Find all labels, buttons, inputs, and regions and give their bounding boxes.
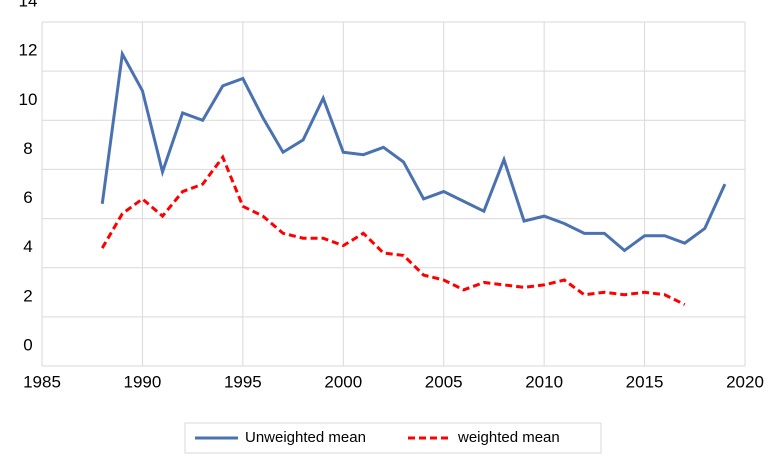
legend-label: weighted mean [457,429,560,446]
series-line [100,154,686,306]
y-tick-label: 12 [19,41,38,60]
legend-box [184,422,602,454]
x-tick-label: 1995 [224,372,262,391]
x-tick-label: 2010 [525,372,563,391]
x-tick-label: 2000 [324,372,362,391]
y-tick-label: 8 [23,139,32,158]
y-tick-label: 14 [19,0,38,10]
x-tick-label: 2020 [726,372,764,391]
x-tick-label: 1990 [124,372,162,391]
series-line [100,49,727,253]
y-tick-label: 6 [23,188,32,207]
y-tick-label: 0 [23,335,32,354]
x-tick-label: 2005 [425,372,463,391]
y-tick-label: 2 [23,286,32,305]
y-tick-label: 4 [23,237,32,256]
x-tick-label: 1985 [23,372,61,391]
legend-label: Unweighted mean [245,429,366,446]
x-tick-label: 2015 [626,372,664,391]
y-tick-label: 10 [19,90,38,109]
